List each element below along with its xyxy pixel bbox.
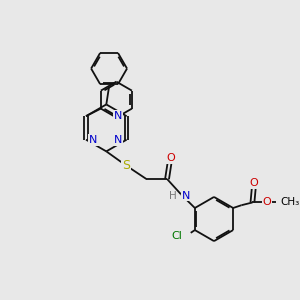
Text: Cl: Cl: [172, 231, 182, 241]
Text: O: O: [250, 178, 258, 188]
Text: S: S: [122, 159, 130, 172]
Text: N: N: [182, 190, 190, 201]
Text: CH₃: CH₃: [280, 197, 300, 208]
Text: O: O: [262, 197, 271, 208]
Text: O: O: [167, 153, 176, 163]
Text: N: N: [114, 111, 122, 121]
Text: N: N: [89, 135, 98, 145]
Text: H: H: [169, 191, 177, 201]
Text: N: N: [114, 135, 122, 145]
